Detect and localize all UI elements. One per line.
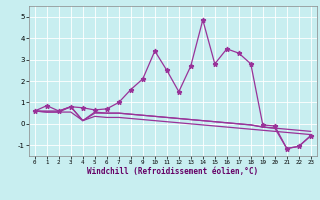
X-axis label: Windchill (Refroidissement éolien,°C): Windchill (Refroidissement éolien,°C)	[87, 167, 258, 176]
